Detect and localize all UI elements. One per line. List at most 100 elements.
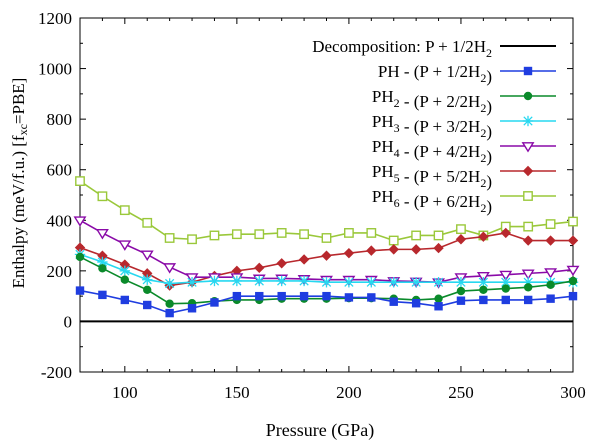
- data-point-ph6: [457, 225, 465, 233]
- data-point-ph4: [142, 251, 152, 259]
- data-point-ph6: [76, 177, 84, 185]
- data-point-ph: [121, 296, 129, 304]
- data-point-ph6: [345, 229, 353, 237]
- data-point-ph2: [76, 253, 84, 261]
- legend-marker-ph: [524, 67, 532, 75]
- x-axis-label: Pressure (GPa): [266, 420, 374, 440]
- y-tick-label: 600: [47, 161, 73, 180]
- legend-label-ph6: PH6 - (P + 6/2H2): [372, 187, 492, 216]
- data-point-ph6: [322, 234, 330, 242]
- y-axis-label: Enthalpy (meV/f.u.) [fxc=PBE]: [9, 78, 30, 289]
- data-point-ph6: [546, 220, 554, 228]
- data-point-ph5: [568, 235, 578, 245]
- data-point-ph2: [479, 286, 487, 294]
- data-point-ph6: [412, 231, 420, 239]
- x-tick-label: 100: [112, 383, 138, 402]
- data-point-ph5: [433, 243, 443, 253]
- data-point-ph3: [120, 266, 130, 276]
- data-point-ph: [322, 292, 330, 300]
- y-tick-label: 1000: [38, 60, 72, 79]
- data-point-ph: [569, 292, 577, 300]
- series-line-ph6: [80, 181, 573, 240]
- data-point-ph3: [164, 278, 174, 288]
- data-point-ph5: [456, 234, 466, 244]
- data-point-ph3: [232, 276, 242, 286]
- legend-label-ph: PH - (P + 1/2H2): [378, 62, 492, 86]
- data-point-ph: [300, 292, 308, 300]
- data-point-ph: [210, 298, 218, 306]
- data-point-ph: [524, 296, 532, 304]
- data-point-ph6: [390, 236, 398, 244]
- legend-item-ph: PH - (P + 1/2H2): [378, 62, 556, 86]
- data-point-ph: [143, 301, 151, 309]
- x-tick-label: 250: [448, 383, 474, 402]
- data-point-ph2: [502, 284, 510, 292]
- legend-item-ph6: PH6 - (P + 6/2H2): [372, 187, 556, 216]
- legend-marker-ph3: [523, 116, 533, 126]
- data-point-ph6: [255, 230, 263, 238]
- x-tick-label: 150: [224, 383, 250, 402]
- legend-item-decomp: Decomposition: P + 1/2H2: [312, 37, 556, 60]
- data-point-ph: [434, 302, 442, 310]
- data-point-ph3: [344, 277, 354, 287]
- data-point-ph: [345, 293, 353, 301]
- data-point-ph3: [411, 277, 421, 287]
- data-point-ph6: [188, 235, 196, 243]
- data-point-ph5: [366, 245, 376, 255]
- data-point-ph3: [299, 276, 309, 286]
- data-point-ph: [412, 299, 420, 307]
- series-ph6: [76, 177, 577, 245]
- data-point-ph: [76, 286, 84, 294]
- y-tick-label: 400: [47, 211, 73, 230]
- legend-marker-ph4: [523, 143, 533, 151]
- data-point-ph3: [209, 276, 219, 286]
- legend-item-ph3: PH3 - (P + 3/2H2): [372, 112, 556, 141]
- data-point-ph: [255, 292, 263, 300]
- data-point-ph2: [524, 283, 532, 291]
- data-point-ph5: [254, 263, 264, 273]
- data-point-ph6: [300, 230, 308, 238]
- legend-marker-ph2: [524, 92, 532, 100]
- legend-marker-ph5: [523, 166, 533, 176]
- legend-label-decomp: Decomposition: P + 1/2H2: [312, 37, 492, 60]
- data-point-ph6: [98, 192, 106, 200]
- data-point-ph5: [411, 244, 421, 254]
- data-point-ph3: [254, 276, 264, 286]
- data-point-ph: [502, 296, 510, 304]
- legend-marker-ph6: [524, 192, 532, 200]
- data-point-ph5: [276, 258, 286, 268]
- x-tick-label: 300: [560, 383, 586, 402]
- data-point-ph: [367, 293, 375, 301]
- data-point-ph3: [433, 277, 443, 287]
- data-point-ph: [546, 294, 554, 302]
- data-point-ph6: [434, 231, 442, 239]
- data-point-ph: [233, 292, 241, 300]
- data-point-ph6: [165, 234, 173, 242]
- data-point-ph5: [344, 248, 354, 258]
- x-tick-label: 200: [336, 383, 362, 402]
- data-point-ph6: [277, 229, 285, 237]
- data-point-ph6: [524, 222, 532, 230]
- data-point-ph2: [457, 287, 465, 295]
- legend-item-ph4: PH4 - (P + 4/2H2): [372, 137, 556, 166]
- data-point-ph5: [389, 244, 399, 254]
- data-point-ph: [479, 296, 487, 304]
- data-point-ph2: [98, 264, 106, 272]
- data-point-ph: [277, 292, 285, 300]
- data-point-ph2: [434, 294, 442, 302]
- data-point-ph3: [142, 275, 152, 285]
- data-point-ph5: [545, 235, 555, 245]
- data-point-ph5: [299, 254, 309, 264]
- y-tick-label: -200: [41, 363, 72, 382]
- legend-item-ph2: PH2 - (P + 2/2H2): [372, 87, 556, 116]
- data-point-ph3: [389, 277, 399, 287]
- data-point-ph: [390, 298, 398, 306]
- data-point-ph2: [546, 281, 554, 289]
- data-point-ph3: [456, 277, 466, 287]
- data-point-ph: [188, 304, 196, 312]
- data-point-ph6: [367, 229, 375, 237]
- legend-item-ph5: PH5 - (P + 5/2H2): [372, 162, 556, 191]
- data-point-ph4: [75, 217, 85, 225]
